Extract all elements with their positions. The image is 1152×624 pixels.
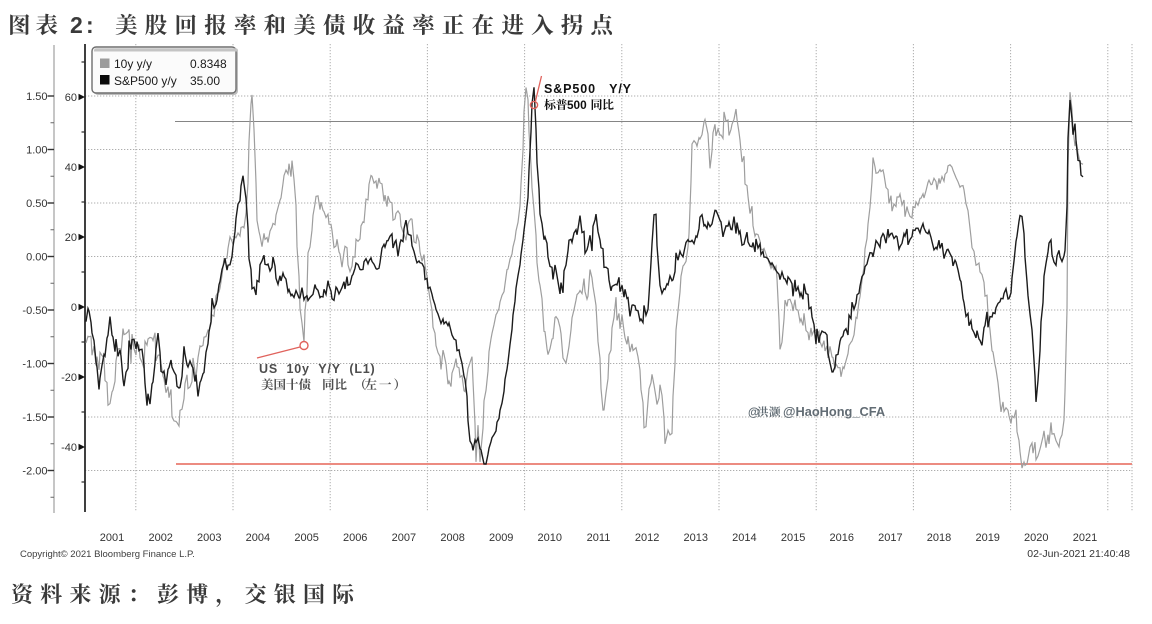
svg-text:@: @ <box>748 407 759 419</box>
svg-text:1.00: 1.00 <box>26 145 47 157</box>
svg-text:0: 0 <box>71 302 77 314</box>
svg-text:S&P500 y/y: S&P500 y/y <box>114 74 177 88</box>
svg-text:2008: 2008 <box>440 532 464 544</box>
svg-text:2001: 2001 <box>100 532 124 544</box>
svg-text:2021: 2021 <box>1073 532 1097 544</box>
svg-text:0.00: 0.00 <box>26 252 47 264</box>
svg-text:20: 20 <box>65 232 77 244</box>
svg-text:2012: 2012 <box>635 532 659 544</box>
svg-text::: : <box>86 12 94 38</box>
svg-text:2002: 2002 <box>148 532 172 544</box>
svg-text:2009: 2009 <box>489 532 513 544</box>
svg-text:60: 60 <box>65 92 77 104</box>
svg-text:2014: 2014 <box>732 532 756 544</box>
svg-text:-40: -40 <box>61 442 77 454</box>
svg-text:2006: 2006 <box>343 532 367 544</box>
svg-text:40: 40 <box>65 162 77 174</box>
svg-text:2003: 2003 <box>197 532 221 544</box>
svg-text:2005: 2005 <box>294 532 318 544</box>
svg-text:2020: 2020 <box>1024 532 1048 544</box>
svg-text:-0.50: -0.50 <box>22 305 47 317</box>
svg-text:2015: 2015 <box>781 532 805 544</box>
svg-text:1.50: 1.50 <box>26 91 47 103</box>
svg-text:Copyright© 2021 Bloomberg Fina: Copyright© 2021 Bloomberg Finance L.P. <box>20 549 195 560</box>
svg-text:2019: 2019 <box>975 532 999 544</box>
svg-text:S&P500 Y/Y: S&P500 Y/Y <box>544 82 632 96</box>
svg-text:0.50: 0.50 <box>26 198 47 210</box>
svg-text:2004: 2004 <box>246 532 270 544</box>
svg-text:02-Jun-2021 21:40:48: 02-Jun-2021 21:40:48 <box>1027 548 1130 560</box>
svg-text:-1.00: -1.00 <box>22 359 47 371</box>
svg-text:-2.00: -2.00 <box>22 466 47 478</box>
svg-text:10y y/y: 10y y/y <box>114 57 152 71</box>
svg-text:2010: 2010 <box>538 532 562 544</box>
svg-text:2: 2 <box>70 12 83 38</box>
svg-text:-20: -20 <box>61 372 77 384</box>
svg-text:2016: 2016 <box>830 532 854 544</box>
svg-text:2011: 2011 <box>587 532 611 544</box>
svg-text:0.8348: 0.8348 <box>190 57 227 71</box>
svg-text:500: 500 <box>567 98 587 112</box>
svg-text:-1.50: -1.50 <box>22 412 47 424</box>
svg-text:2018: 2018 <box>927 532 951 544</box>
svg-text:@HaoHong_CFA: @HaoHong_CFA <box>783 404 885 419</box>
svg-text:2013: 2013 <box>684 532 708 544</box>
svg-text:US 10y Y/Y (L1): US 10y Y/Y (L1) <box>259 362 376 376</box>
svg-text:2017: 2017 <box>878 532 902 544</box>
svg-text:2007: 2007 <box>392 532 416 544</box>
svg-text:35.00: 35.00 <box>190 74 220 88</box>
